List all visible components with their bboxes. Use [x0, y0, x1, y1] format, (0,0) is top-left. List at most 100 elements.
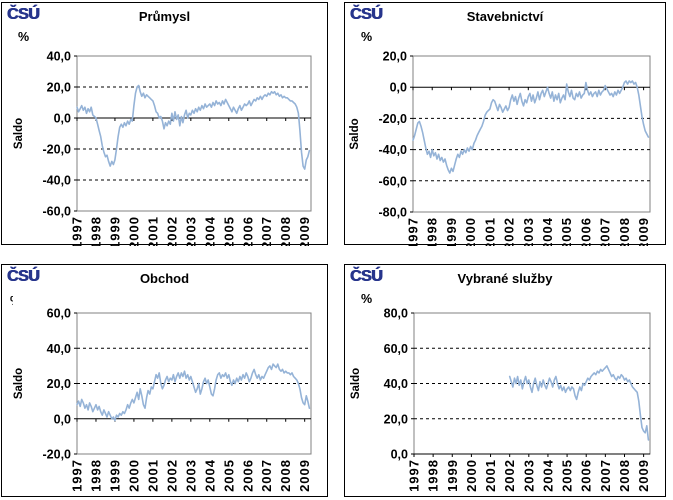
chart-panel-prumysl: ČSÚ Průmysl % 40,0 20,0 0,0 -20,0 -40,0 -60,0…	[1, 2, 328, 247]
svg-text:-80,0: -80,0	[379, 206, 408, 220]
svg-text:Saldo: Saldo	[349, 118, 361, 149]
svg-text:0,0: 0,0	[54, 412, 71, 426]
svg-text:1999: 1999	[107, 216, 122, 246]
percent-unit-label: %	[361, 292, 373, 306]
svg-text:2003: 2003	[183, 459, 198, 492]
svg-text:40,0: 40,0	[384, 377, 408, 391]
svg-text:-20,0: -20,0	[43, 143, 72, 157]
svg-text:1999: 1999	[107, 459, 122, 492]
svg-text:2009: 2009	[636, 459, 651, 492]
svg-text:0,0: 0,0	[54, 112, 71, 126]
svg-text:2007: 2007	[259, 216, 274, 246]
percent-unit-label: %	[18, 30, 30, 44]
svg-text:40,0: 40,0	[47, 50, 71, 64]
csu-logo: ČSÚ	[350, 6, 383, 23]
svg-text:20,0: 20,0	[47, 377, 71, 391]
chart-panel-obchod: ČSÚ Obchod % 60,040,020,00,0-20,01997199…	[1, 264, 328, 497]
chart-title: Vybrané služby	[457, 271, 553, 286]
svg-text:1998: 1998	[426, 459, 441, 492]
percent-unit-label-clipped: %	[10, 292, 13, 307]
svg-text:0,0: 0,0	[391, 448, 408, 462]
svg-text:1997: 1997	[70, 216, 85, 246]
svg-text:-60,0: -60,0	[43, 205, 72, 219]
svg-text:2008: 2008	[617, 217, 632, 246]
svg-text:2008: 2008	[617, 459, 632, 492]
svg-text:2007: 2007	[259, 459, 274, 492]
svg-text:2004: 2004	[540, 459, 555, 492]
svg-text:1997: 1997	[406, 217, 421, 246]
svg-text:2004: 2004	[540, 217, 555, 246]
svg-text:2007: 2007	[598, 459, 613, 492]
svg-text:1998: 1998	[88, 459, 103, 492]
svg-text:2005: 2005	[560, 459, 575, 492]
svg-text:2005: 2005	[559, 217, 574, 246]
svg-text:2004: 2004	[202, 459, 217, 492]
svg-text:1997: 1997	[407, 459, 422, 492]
chart-title: Stavebnictví	[466, 9, 544, 24]
svg-text:2002: 2002	[502, 459, 517, 492]
svg-text:2006: 2006	[579, 459, 594, 492]
svg-text:60,0: 60,0	[384, 342, 408, 356]
svg-text:2006: 2006	[240, 216, 255, 246]
svg-text:2008: 2008	[278, 216, 293, 246]
svg-text:2001: 2001	[482, 217, 497, 246]
svg-text:2004: 2004	[202, 216, 217, 246]
svg-text:60,0: 60,0	[47, 307, 71, 321]
svg-text:2005: 2005	[221, 459, 236, 492]
svg-text:2002: 2002	[164, 459, 179, 492]
svg-text:-20,0: -20,0	[379, 112, 408, 126]
svg-text:80,0: 80,0	[384, 307, 408, 321]
svg-text:40,0: 40,0	[47, 342, 71, 356]
csu-logo: ČSÚ	[350, 268, 383, 285]
svg-text:2009: 2009	[636, 217, 651, 246]
chart-title: Obchod	[139, 271, 190, 286]
csu-logo: ČSÚ	[7, 268, 40, 285]
svg-text:2003: 2003	[183, 216, 198, 246]
svg-text:20,0: 20,0	[384, 412, 408, 426]
chart-panel-vybrane-sluzby: ČSÚ Vybrané služby % 80,0 60,0 40,0 20,0 0,0…	[344, 264, 666, 497]
svg-text:2000: 2000	[126, 459, 141, 492]
svg-text:Saldo: Saldo	[350, 368, 362, 399]
svg-text:1997: 1997	[70, 459, 85, 492]
svg-text:2001: 2001	[483, 459, 498, 492]
svg-text:2001: 2001	[145, 216, 160, 246]
svg-text:Saldo: Saldo	[13, 368, 25, 399]
chart-panel-stavebnictvi: ČSÚ Stavebnictví % 20,0 0,0 -20,0 -40,0 -60,…	[344, 2, 666, 247]
svg-text:1999: 1999	[444, 217, 459, 246]
svg-text:2005: 2005	[221, 216, 236, 246]
svg-text:2000: 2000	[464, 459, 479, 492]
svg-text:-20,0: -20,0	[43, 448, 72, 462]
svg-text:2009: 2009	[297, 459, 312, 492]
svg-text:2006: 2006	[578, 217, 593, 246]
svg-text:1998: 1998	[88, 216, 103, 246]
svg-text:20,0: 20,0	[383, 50, 407, 64]
svg-text:0,0: 0,0	[390, 81, 407, 95]
svg-text:-60,0: -60,0	[379, 174, 408, 188]
svg-text:2008: 2008	[278, 459, 293, 492]
svg-text:2003: 2003	[521, 217, 536, 246]
svg-text:20,0: 20,0	[47, 81, 71, 95]
percent-unit-label: %	[10, 294, 13, 307]
svg-text:-40,0: -40,0	[379, 143, 408, 157]
svg-text:2007: 2007	[598, 217, 613, 246]
svg-text:2002: 2002	[502, 217, 517, 246]
svg-text:2002: 2002	[164, 216, 179, 246]
svg-text:2001: 2001	[145, 459, 160, 492]
svg-text:2000: 2000	[463, 217, 478, 246]
chart-title: Průmysl	[138, 9, 191, 24]
svg-text:1999: 1999	[445, 459, 460, 492]
svg-text:2003: 2003	[521, 459, 536, 492]
svg-text:2006: 2006	[240, 459, 255, 492]
svg-text:-40,0: -40,0	[43, 174, 72, 188]
svg-text:Saldo: Saldo	[13, 118, 25, 149]
svg-text:1998: 1998	[425, 217, 440, 246]
csu-logo: ČSÚ	[7, 6, 40, 23]
percent-unit-label: %	[361, 30, 373, 44]
svg-text:2009: 2009	[297, 216, 312, 246]
svg-text:2000: 2000	[126, 216, 141, 246]
